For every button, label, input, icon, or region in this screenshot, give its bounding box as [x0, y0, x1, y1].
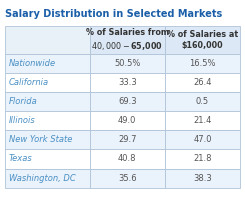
Bar	[165, 169, 240, 188]
Text: 38.3: 38.3	[193, 174, 212, 183]
Text: % of Salaries from
$40,000 - $65,000: % of Salaries from $40,000 - $65,000	[86, 28, 169, 52]
Bar	[5, 111, 90, 130]
Text: California: California	[9, 78, 49, 87]
Text: Florida: Florida	[9, 97, 37, 106]
Bar	[90, 149, 165, 169]
Text: 26.4: 26.4	[193, 78, 212, 87]
Bar	[90, 54, 165, 73]
Bar	[90, 73, 165, 92]
Bar	[5, 169, 90, 188]
Bar	[165, 54, 240, 73]
Text: 29.7: 29.7	[118, 135, 136, 144]
Bar	[5, 92, 90, 111]
Bar	[5, 73, 90, 92]
Bar	[165, 149, 240, 169]
Bar	[165, 26, 240, 54]
Bar	[165, 92, 240, 111]
Text: 50.5%: 50.5%	[114, 59, 140, 68]
Text: 21.8: 21.8	[193, 154, 212, 163]
Bar	[90, 130, 165, 149]
Bar	[165, 111, 240, 130]
Text: 21.4: 21.4	[193, 116, 212, 125]
Bar	[5, 149, 90, 169]
Bar	[5, 54, 90, 73]
Text: 49.0: 49.0	[118, 116, 136, 125]
Bar	[165, 73, 240, 92]
Bar	[90, 92, 165, 111]
Text: Nationwide: Nationwide	[9, 59, 56, 68]
Text: 16.5%: 16.5%	[189, 59, 216, 68]
Text: 40.8: 40.8	[118, 154, 136, 163]
Text: New York State: New York State	[9, 135, 72, 144]
Bar	[90, 111, 165, 130]
Text: 35.6: 35.6	[118, 174, 136, 183]
Text: 47.0: 47.0	[193, 135, 212, 144]
Text: 69.3: 69.3	[118, 97, 136, 106]
Bar	[165, 130, 240, 149]
Bar	[5, 130, 90, 149]
Bar	[90, 26, 165, 54]
Text: Texas: Texas	[9, 154, 32, 163]
Text: 0.5: 0.5	[196, 97, 209, 106]
Text: % of Salaries at
$160,000: % of Salaries at $160,000	[167, 30, 238, 50]
Text: 33.3: 33.3	[118, 78, 136, 87]
Text: Illinois: Illinois	[9, 116, 35, 125]
Text: Washington, DC: Washington, DC	[9, 174, 75, 183]
Text: Salary Distribution in Selected Markets: Salary Distribution in Selected Markets	[5, 9, 222, 19]
Bar	[90, 169, 165, 188]
Bar	[5, 26, 90, 54]
